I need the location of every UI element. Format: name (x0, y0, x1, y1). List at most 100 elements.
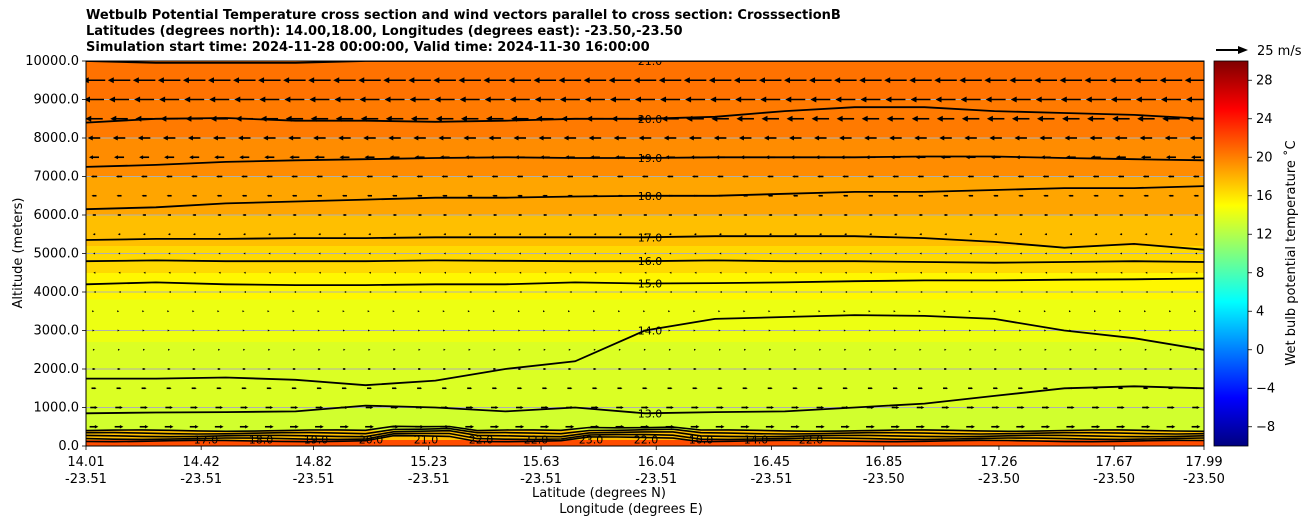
wind-vector-head (744, 271, 747, 274)
wind-vector-head (570, 425, 575, 429)
wind-vector-head (917, 175, 920, 178)
wind-vector-head (1145, 368, 1148, 370)
wind-vector-head (1068, 310, 1071, 313)
wind-vector-head (319, 291, 322, 293)
wind-vector-head (519, 291, 522, 293)
wind-vector-head (1021, 406, 1025, 409)
wind-vector-head (793, 214, 796, 216)
wind-vector-head (1160, 96, 1167, 103)
wind-vector-head (944, 233, 947, 236)
wind-vector-head (911, 115, 918, 122)
wind-vector-head (216, 194, 219, 197)
wind-vector-head (235, 115, 242, 122)
wind-vector-head (969, 348, 972, 351)
wind-vector-head (811, 115, 818, 122)
wind-vector-head (835, 96, 842, 103)
wind-vector-head (110, 115, 117, 122)
wind-vector-head (792, 194, 795, 197)
wind-vector-head (494, 368, 497, 370)
wind-vector-head (685, 96, 692, 103)
wind-vector-head (559, 96, 566, 103)
wind-vector-head (1164, 135, 1170, 141)
wind-vector-head (1094, 233, 1097, 236)
wind-vector-head (1095, 291, 1098, 293)
wind-vector-head (182, 77, 189, 84)
wind-vector-head (564, 155, 569, 160)
wind-vector-head (1084, 77, 1091, 84)
wind-vector-head (191, 194, 194, 197)
wind-vector-head (543, 233, 546, 236)
wind-vector-head (419, 291, 422, 293)
wind-vector-head (1145, 291, 1148, 293)
wind-vector-head (869, 368, 872, 370)
wind-vector-head (620, 406, 624, 409)
wind-vector-head (586, 115, 593, 122)
wind-vector-head (1146, 387, 1149, 390)
wind-vector-head (268, 252, 271, 255)
wind-vector-head (266, 194, 269, 197)
wind-vector-head (839, 135, 845, 141)
wind-vector-head (769, 252, 772, 255)
wind-vector-head (389, 155, 394, 160)
wind-vector-head (943, 194, 946, 197)
wind-vector-head (469, 291, 472, 293)
wind-vector-head (821, 406, 825, 409)
wind-vector-head (1064, 135, 1070, 141)
wind-vector-head (920, 368, 923, 370)
wind-vector-head (92, 214, 95, 216)
wind-vector-head (594, 291, 597, 293)
wind-vector-head (818, 329, 821, 332)
wind-vector-head (563, 135, 569, 141)
wind-vector-head (242, 310, 245, 313)
wind-vector-head (316, 175, 319, 178)
surface-contour-label: 22.0 (799, 434, 824, 447)
wind-vector-head (1035, 96, 1042, 103)
wind-vector-head (1020, 291, 1023, 293)
colorbar-tick-label: 28 (1256, 73, 1273, 88)
wind-vector-head (433, 77, 440, 84)
wind-vector-head (1144, 233, 1147, 236)
wind-vector-head (1170, 368, 1173, 370)
wind-vector-head (1018, 310, 1021, 313)
wind-vector-head (470, 425, 475, 429)
wind-vector-head (1121, 387, 1124, 390)
wind-vector-head (669, 252, 672, 255)
wind-vector-head (893, 329, 896, 332)
wind-vector-head (1070, 291, 1073, 293)
wind-vector-head (410, 115, 417, 122)
wind-vector-head (595, 387, 598, 390)
wind-vector-head (316, 194, 319, 197)
wind-vector-head (794, 348, 797, 351)
y-tick-label: 8000.0 (34, 131, 80, 146)
wind-vector-head (1195, 368, 1198, 370)
wind-vector-head (92, 329, 95, 332)
wind-vector-head (420, 387, 423, 390)
wind-vector-head (945, 368, 948, 370)
wind-vector-head (970, 368, 973, 370)
wind-vector-head (818, 214, 821, 216)
wind-vector-head (1145, 271, 1148, 274)
wind-vector-head (744, 368, 747, 370)
wind-vector-head (416, 175, 419, 178)
wind-vector-head (1110, 96, 1117, 103)
wind-vector-head (768, 233, 771, 236)
wind-vector-head (840, 155, 845, 160)
wind-vector-head (964, 135, 970, 141)
wind-vector-head (570, 387, 573, 390)
wind-vector-head (166, 175, 169, 178)
wind-vector-head (1043, 194, 1046, 197)
wind-vector-head (994, 252, 997, 255)
surface-contour-label: 19.0 (304, 434, 329, 447)
wind-vector-head (1036, 115, 1043, 122)
surface-contour-label: 17.0 (194, 434, 219, 447)
wind-vector-head (910, 96, 917, 103)
wind-vector-head (370, 425, 374, 429)
wind-vector-head (1069, 348, 1072, 351)
wind-vector-head (945, 291, 948, 293)
wind-vector-head (157, 77, 164, 84)
wind-vector-head (518, 329, 521, 332)
wind-vector-head (718, 329, 721, 332)
wind-vector-head (195, 425, 199, 429)
wind-vector-head (919, 271, 922, 274)
wind-vector-head (995, 271, 998, 274)
